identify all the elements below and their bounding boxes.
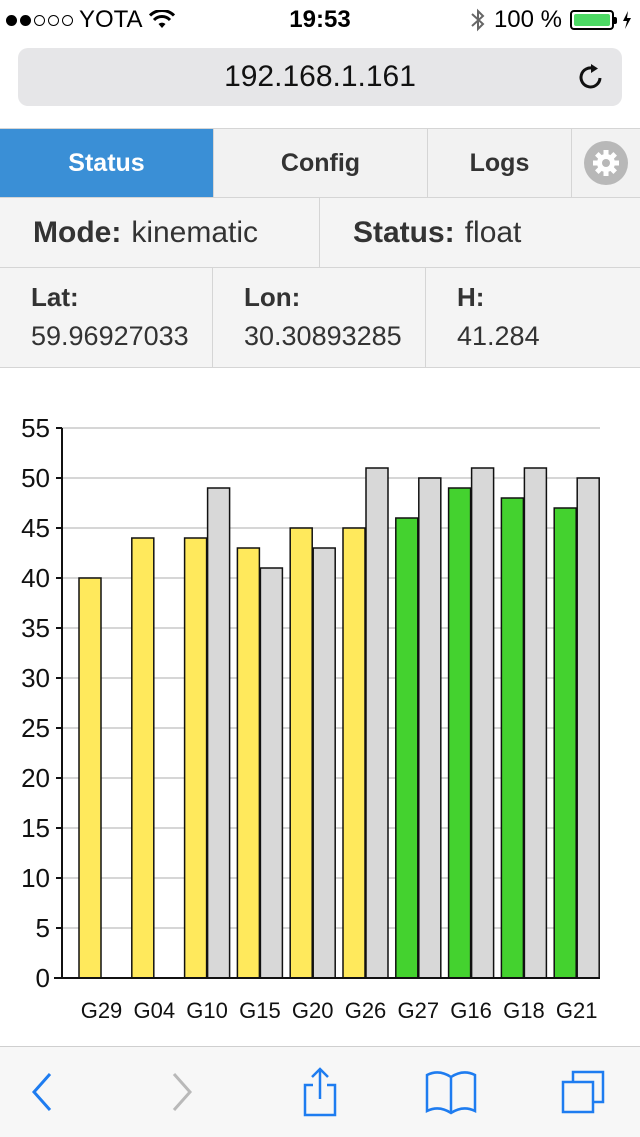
x-tick-label: G16	[450, 998, 492, 1023]
tabs-icon	[561, 1070, 605, 1114]
y-tick-label: 40	[21, 563, 50, 593]
x-tick-label: G27	[398, 998, 440, 1023]
bookmarks-button[interactable]	[421, 1067, 481, 1117]
book-icon	[425, 1071, 477, 1115]
tab-status[interactable]: Status	[0, 129, 214, 197]
height-cell: H: 41.284	[426, 268, 640, 367]
snr-bar	[78, 577, 102, 979]
y-tick-label: 45	[21, 513, 50, 543]
forward-button[interactable]	[152, 1067, 212, 1117]
carrier-signal: YOTA	[6, 6, 175, 34]
bluetooth-icon	[471, 8, 485, 32]
ios-status-bar: YOTA 19:53 100 %	[0, 0, 640, 40]
address-bar[interactable]: 192.168.1.161	[18, 48, 622, 106]
y-tick-label: 10	[21, 863, 50, 893]
share-button[interactable]	[290, 1067, 350, 1117]
longitude-cell: Lon: 30.30893285	[213, 268, 426, 367]
y-tick-label: 25	[21, 713, 50, 743]
y-tick-label: 0	[36, 963, 50, 993]
safari-toolbar	[0, 1046, 640, 1137]
snr-bar	[312, 547, 336, 979]
x-tick-label: G26	[345, 998, 387, 1023]
snr-bar	[342, 527, 366, 979]
snr-bar	[470, 467, 495, 979]
snr-bar-chart: 0 5 10 15 20 25 30 35 40 45 50 55 G29 G04 G10 G15 G20 G26…	[21, 413, 600, 1023]
y-tick-label: 35	[21, 613, 50, 643]
x-tick-label: G21	[556, 998, 598, 1023]
snr-bar	[447, 487, 472, 979]
snr-bar	[131, 537, 155, 979]
solution-status-cell: Status: float	[320, 198, 640, 267]
tab-config[interactable]: Config	[214, 129, 428, 197]
y-tick-label: 20	[21, 763, 50, 793]
battery-icon	[570, 10, 617, 30]
chevron-left-icon	[31, 1073, 52, 1111]
mode-status-row: Mode: kinematic Status: float	[0, 198, 640, 268]
h-value: 41.284	[457, 321, 540, 351]
x-tick-label: G04	[134, 998, 176, 1023]
wifi-icon	[148, 10, 175, 28]
status-value: float	[464, 215, 522, 249]
mode-cell: Mode: kinematic	[0, 198, 320, 267]
mode-label: Mode:	[33, 215, 122, 249]
snr-bar	[289, 527, 313, 979]
snr-bar	[523, 467, 548, 979]
tab-bar: Status Config Logs	[0, 128, 640, 198]
snr-bar	[365, 467, 389, 979]
x-tick-label: G10	[186, 998, 228, 1023]
x-tick-label: G15	[239, 998, 281, 1023]
gear-icon	[584, 141, 628, 185]
mode-value: kinematic	[131, 215, 259, 249]
share-icon	[303, 1067, 337, 1117]
snr-bar	[418, 477, 442, 979]
back-button[interactable]	[12, 1067, 72, 1117]
url-text: 192.168.1.161	[224, 60, 416, 93]
y-tick-label: 5	[36, 913, 50, 943]
h-label: H:	[457, 282, 485, 312]
reload-icon[interactable]	[576, 62, 606, 92]
x-tick-label: G29	[81, 998, 123, 1023]
snr-bar	[576, 477, 600, 979]
y-tick-label: 55	[21, 413, 50, 443]
snr-bar	[259, 567, 284, 979]
snr-bar	[500, 497, 525, 979]
position-row: Lat: 59.96927033 Lon: 30.30893285 H: 41.…	[0, 268, 640, 368]
lat-value: 59.96927033	[31, 321, 189, 351]
latitude-cell: Lat: 59.96927033	[0, 268, 213, 367]
y-tick-label: 50	[21, 463, 50, 493]
tabs-button[interactable]	[553, 1067, 613, 1117]
tab-logs[interactable]: Logs	[428, 129, 572, 197]
lon-label: Lon:	[244, 282, 301, 312]
snr-bar	[206, 487, 231, 979]
battery-percent: 100 %	[493, 6, 562, 33]
snr-bar	[553, 507, 577, 979]
charging-icon	[623, 11, 631, 29]
lat-label: Lat:	[31, 282, 79, 312]
y-tick-label: 15	[21, 813, 50, 843]
x-tick-label: G20	[292, 998, 334, 1023]
y-tick-label: 30	[21, 663, 50, 693]
status-label: Status:	[353, 215, 455, 249]
lon-value: 30.30893285	[244, 321, 402, 351]
snr-bar	[395, 517, 419, 979]
x-tick-label: G18	[503, 998, 545, 1023]
carrier-name: YOTA	[79, 6, 143, 33]
status-right: 100 %	[470, 6, 632, 34]
snr-bar	[183, 537, 208, 979]
chevron-right-icon	[172, 1073, 193, 1111]
clock: 19:53	[289, 6, 351, 33]
signal-strength-icon	[6, 14, 73, 26]
snr-bar	[236, 547, 261, 979]
settings-button[interactable]	[572, 129, 640, 197]
